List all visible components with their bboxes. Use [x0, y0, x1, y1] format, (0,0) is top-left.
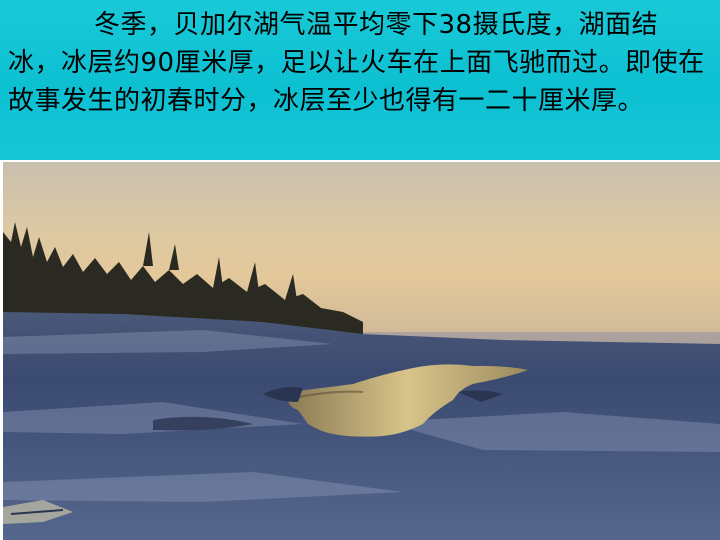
open-water: [287, 364, 528, 437]
frozen-lake-photo: [3, 162, 720, 540]
tree-line: [3, 222, 363, 337]
text-box: 冬季，贝加尔湖气温平均零下38摄氏度，湖面结冰，冰层约90厘米厚，足以让火车在上…: [0, 0, 720, 160]
slide-paragraph: 冬季，贝加尔湖气温平均零下38摄氏度，湖面结冰，冰层约90厘米厚，足以让火车在上…: [8, 10, 705, 116]
